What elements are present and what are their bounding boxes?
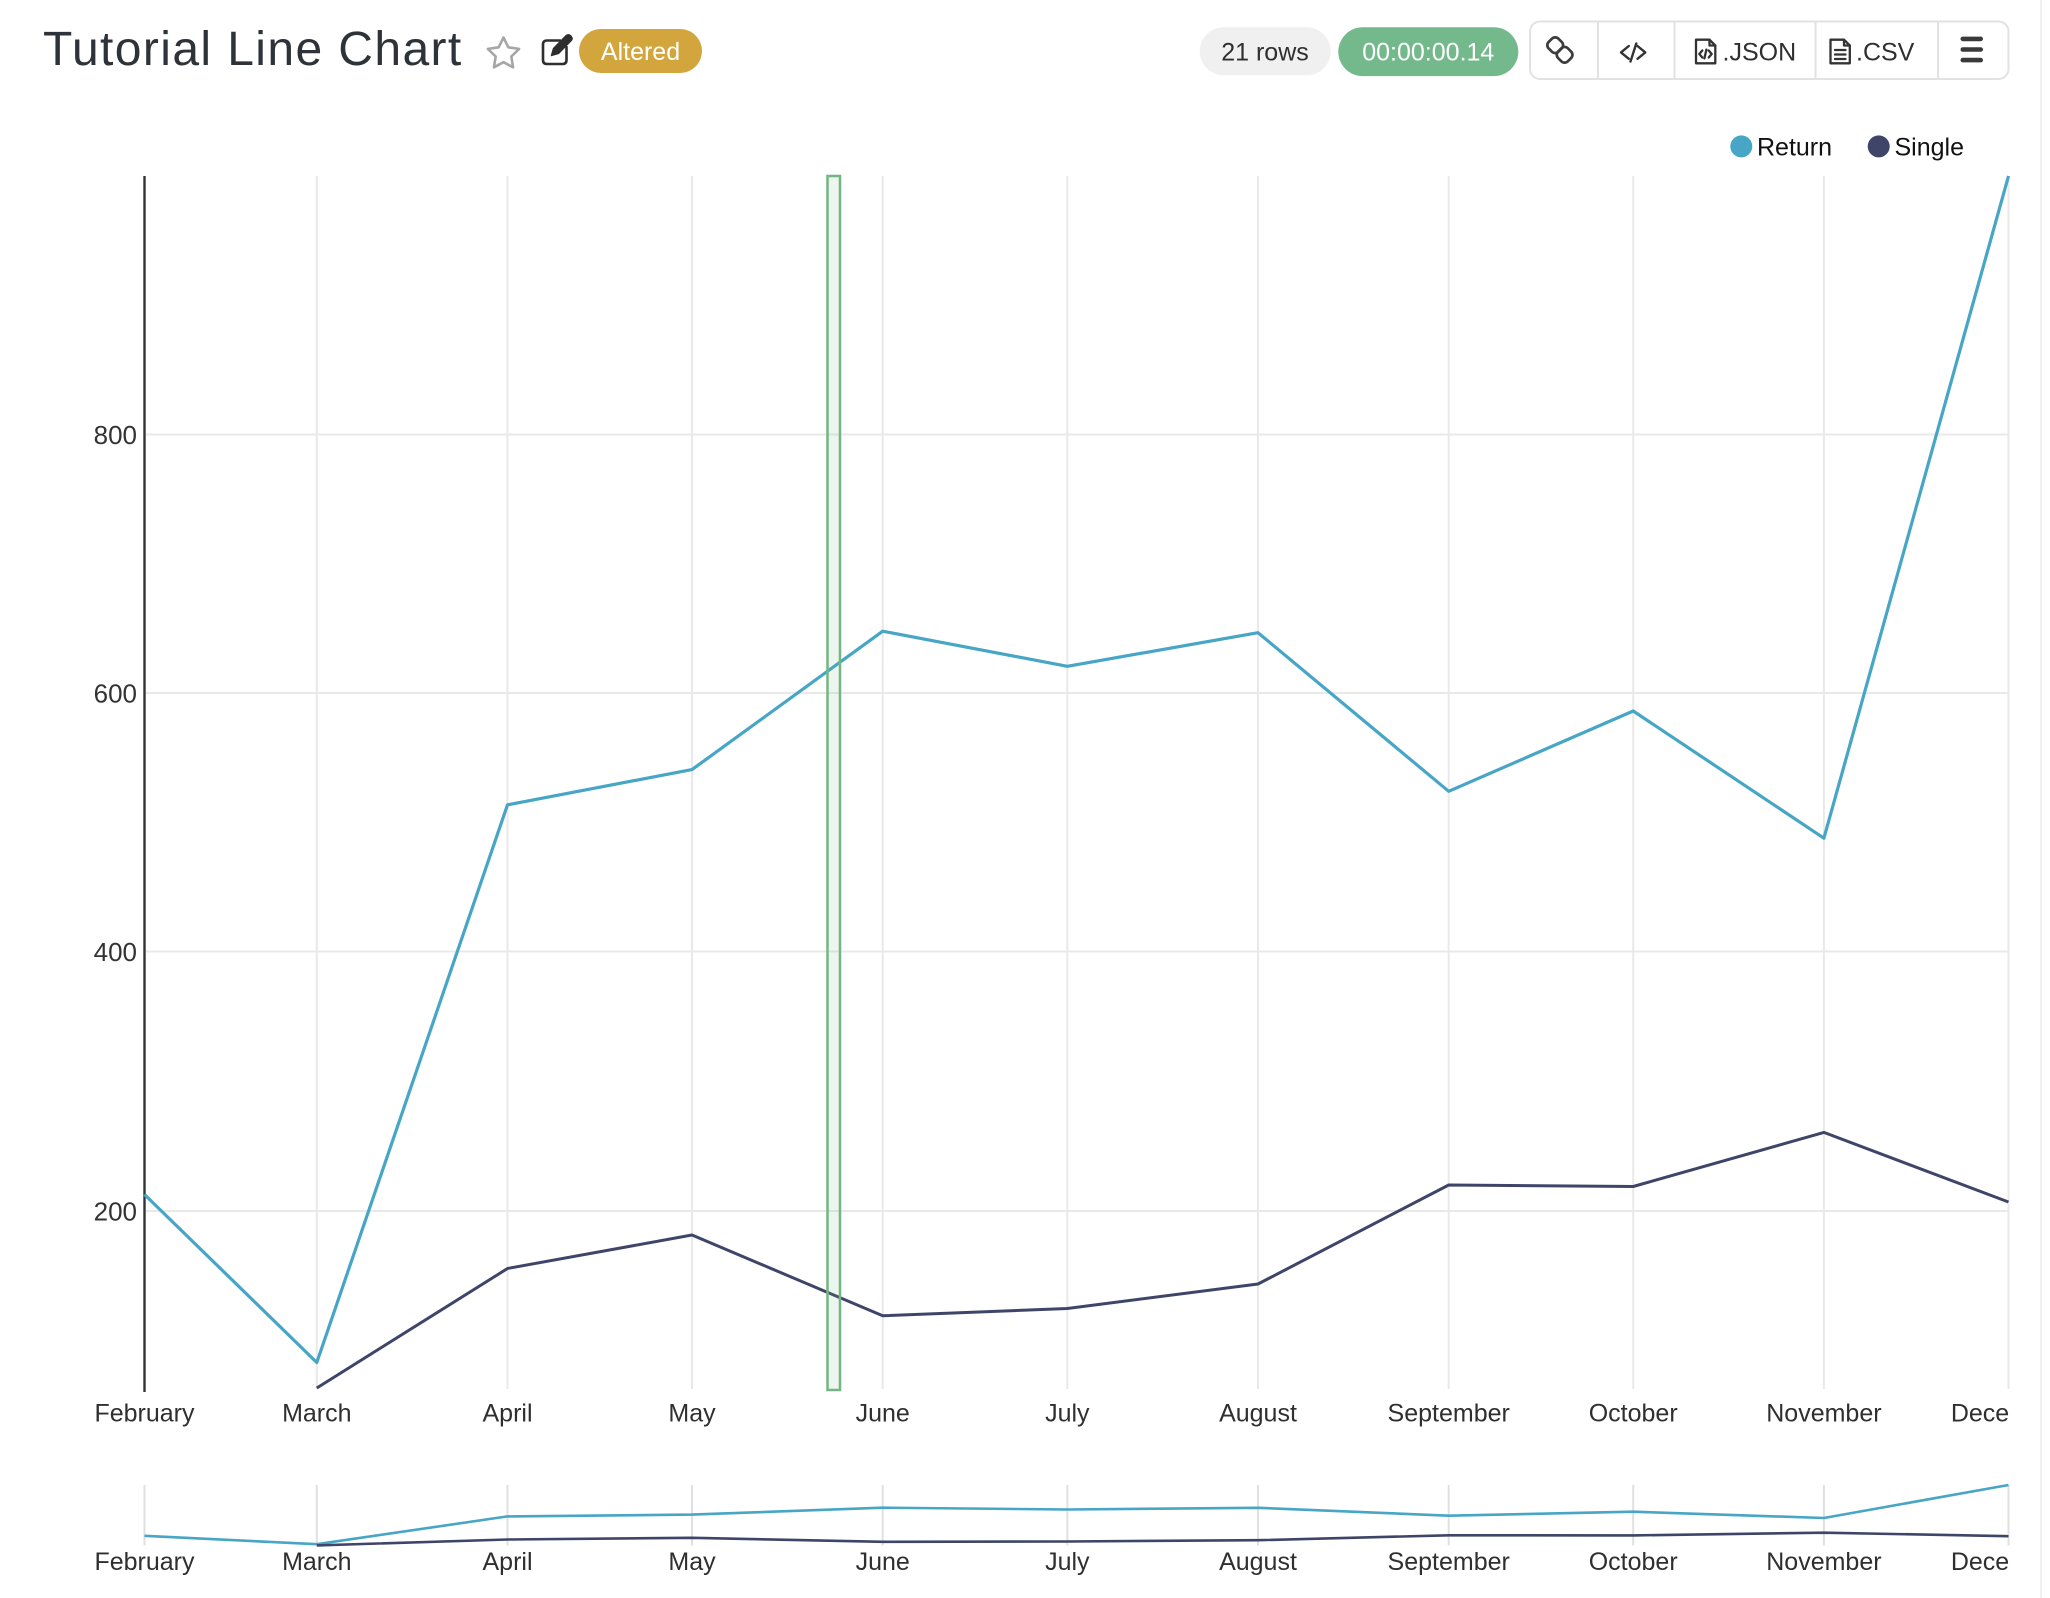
svg-text:May: May (668, 1400, 716, 1428)
svg-text:200: 200 (94, 1197, 137, 1227)
svg-text:March: March (282, 1400, 351, 1428)
svg-text:August: August (1219, 1400, 1297, 1428)
svg-text:November: November (1766, 1400, 1881, 1428)
svg-text:September: September (1388, 1400, 1510, 1428)
svg-text:March: March (282, 1548, 351, 1576)
svg-text:November: November (1766, 1548, 1881, 1576)
svg-text:May: May (668, 1548, 716, 1576)
svg-text:Single: Single (1895, 134, 1965, 162)
svg-text:21 rows: 21 rows (1221, 39, 1309, 67)
svg-text:December: December (1951, 1548, 2050, 1576)
svg-text:April: April (482, 1400, 532, 1428)
svg-text:800: 800 (94, 420, 137, 450)
svg-text:June: June (856, 1400, 910, 1428)
svg-text:July: July (1045, 1400, 1090, 1428)
svg-text:October: October (1589, 1400, 1678, 1428)
svg-text:Return: Return (1757, 134, 1832, 162)
svg-text:February: February (94, 1400, 195, 1428)
svg-text:Tutorial Line Chart: Tutorial Line Chart (43, 23, 463, 76)
svg-text:.CSV: .CSV (1856, 39, 1915, 67)
svg-text:July: July (1045, 1548, 1090, 1576)
svg-text:Altered: Altered (601, 38, 680, 66)
svg-text:June: June (856, 1548, 910, 1576)
svg-text:600: 600 (94, 679, 137, 709)
svg-text:April: April (482, 1548, 532, 1576)
svg-text:December: December (1951, 1400, 2050, 1428)
svg-text:00:00:00.14: 00:00:00.14 (1362, 39, 1494, 67)
svg-text:October: October (1589, 1548, 1678, 1576)
svg-text:February: February (94, 1548, 195, 1576)
svg-text:September: September (1388, 1548, 1510, 1576)
svg-text:.JSON: .JSON (1723, 39, 1797, 67)
svg-text:August: August (1219, 1548, 1297, 1576)
svg-text:400: 400 (94, 937, 137, 967)
